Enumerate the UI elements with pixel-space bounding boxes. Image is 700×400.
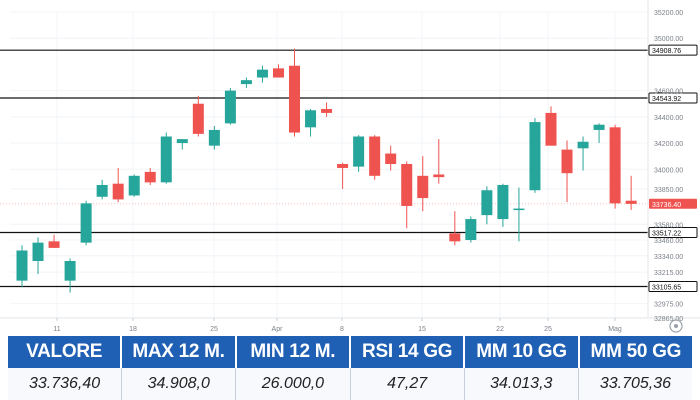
y-tick-label: 35000.00 [654, 36, 683, 43]
candle-body [48, 241, 60, 248]
candle-body [305, 110, 317, 128]
y-tick-label: 32975.00 [654, 302, 683, 309]
candle-body [240, 80, 252, 85]
candle-body [160, 136, 172, 183]
candle-body [369, 136, 381, 176]
header-min-12m: MIN 12 M. [237, 336, 351, 368]
candle-body [80, 203, 92, 243]
y-tick-label: 33340.00 [654, 254, 683, 261]
header-valore: VALORE [8, 336, 123, 368]
y-tick-label: 34000.00 [654, 167, 683, 174]
y-tick-label: 35200.00 [654, 10, 683, 17]
candle-body [353, 136, 365, 167]
candle-body [513, 208, 525, 211]
candle-body [289, 65, 301, 133]
candle-body [529, 122, 541, 191]
candle-body [208, 129, 220, 146]
candle-body [577, 141, 589, 149]
header-rsi-14gg: RSI 14 GG [351, 336, 466, 368]
candle-body [545, 112, 557, 146]
stats-value-row: 33.736,40 34.908,0 26.000,0 47,27 34.013… [8, 368, 692, 400]
price-chart: 34908.76 34543.92 33517.22 33105.65 33736.40… [0, 0, 700, 333]
value-rsi-14gg: 47,27 [351, 368, 465, 400]
y-tick-label: 34400.00 [654, 115, 683, 122]
y-tick-label: 33850.00 [654, 187, 683, 194]
y-tick-label: 33215.00 [654, 270, 683, 277]
level-label: 33517.22 [652, 231, 681, 238]
candle-body [224, 90, 236, 124]
candle-body [465, 219, 477, 241]
axes: 35200.00 35000.00 34600.00 34400.00 34200.00… [0, 0, 700, 333]
level-tag [648, 280, 698, 292]
candle-body [112, 183, 124, 200]
last-price-tag [649, 198, 697, 209]
value-mm-10gg: 34.013,3 [465, 368, 579, 400]
candle-body [192, 103, 204, 134]
x-tick-label: Apr [272, 326, 284, 333]
value-max-12m: 34.908,0 [122, 368, 237, 400]
candle-body [497, 184, 509, 220]
candle-body [96, 184, 108, 197]
candle-body [32, 242, 44, 261]
candle-body [593, 124, 605, 130]
y-tick-label: 33460.00 [654, 238, 683, 245]
x-tick-label: 25 [210, 326, 218, 333]
level-label: 34543.92 [652, 96, 681, 103]
candle-body [256, 69, 268, 78]
x-tick-label: 8 [340, 326, 344, 333]
candle-body [561, 149, 573, 174]
grid-layer [10, 11, 648, 319]
candle-body [417, 175, 429, 199]
value-min-12m: 26.000,0 [236, 368, 351, 400]
level-label: 33105.65 [652, 284, 681, 291]
x-tick-label: 18 [129, 326, 137, 333]
level-label: 34908.76 [652, 48, 681, 55]
y-tick-label: 33580.00 [654, 222, 683, 229]
y-tick-label: 34200.00 [654, 141, 683, 148]
candles [16, 48, 637, 293]
stats-header-row: VALORE MAX 12 M. MIN 12 M. RSI 14 GG MM … [8, 336, 692, 368]
candle-body [176, 139, 188, 144]
candle-body [609, 127, 621, 204]
candle-body [321, 108, 333, 113]
candle-body [401, 164, 413, 206]
candlestick-chart-svg: 34908.76 34543.92 33517.22 33105.65 33736.40… [0, 0, 700, 333]
candle-body [449, 233, 461, 242]
value-valore: 33.736,40 [8, 368, 123, 400]
candle-body [128, 175, 140, 196]
x-tick-label: Mag [608, 326, 622, 333]
x-tick-label: 11 [53, 326, 60, 333]
candle-body [144, 171, 156, 183]
level-tag [648, 92, 698, 104]
candle-body [16, 250, 28, 281]
x-tick-label: 22 [496, 326, 504, 333]
level-tag [648, 44, 698, 56]
candle-body [625, 200, 637, 204]
candle-body [337, 164, 349, 168]
header-max-12m: MAX 12 M. [122, 336, 237, 368]
settings-icon[interactable] [669, 319, 683, 333]
level-tag [648, 227, 698, 239]
header-mm-50gg: MM 50 GG [590, 341, 682, 362]
horizontal-levels: 34908.76 34543.92 33517.22 33105.65 33736.40 [0, 44, 698, 292]
candle-body [272, 68, 284, 78]
y-tick-label: 34600.00 [654, 89, 683, 96]
y-tick-label: 32865.00 [654, 316, 683, 323]
candle-body [433, 174, 445, 178]
x-tick-label: 25 [544, 326, 552, 333]
candle-body [481, 190, 493, 216]
candle-body [385, 153, 397, 165]
header-mm-10gg: MM 10 GG [465, 336, 580, 368]
last-price-label: 33736.40 [652, 202, 681, 209]
x-tick-label: 15 [418, 326, 426, 333]
value-mm-50gg: 33.705,36 [599, 375, 672, 392]
candle-body [64, 260, 76, 281]
stats-table: VALORE MAX 12 M. MIN 12 M. RSI 14 GG MM … [8, 336, 692, 400]
